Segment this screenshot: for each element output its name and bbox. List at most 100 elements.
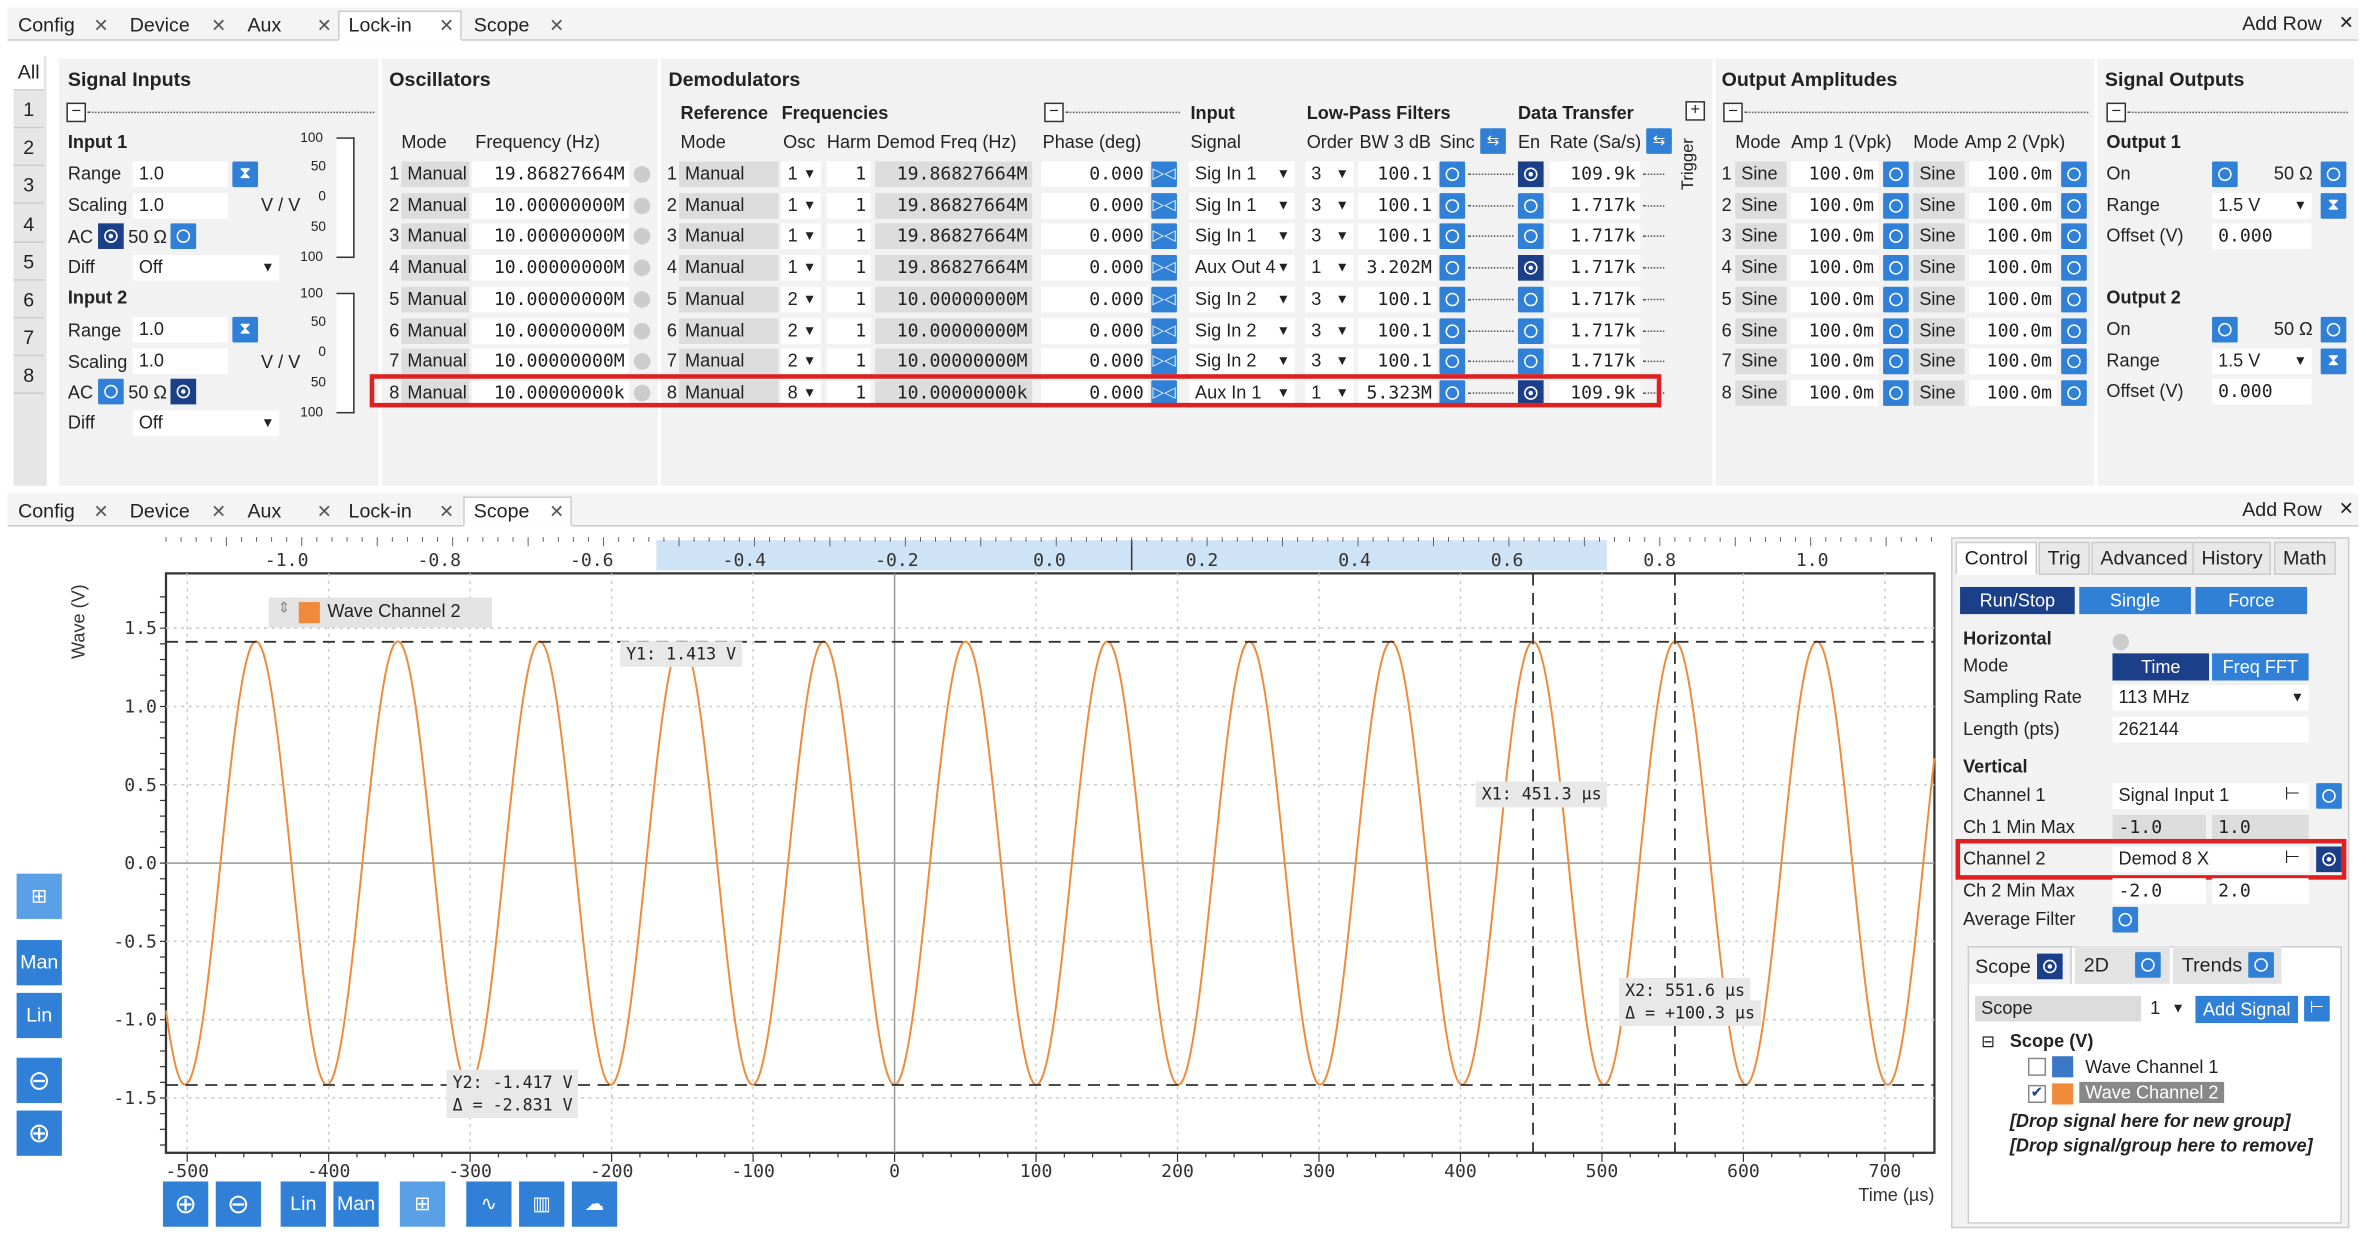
demod-osc-select[interactable]: 2 ▼	[781, 348, 821, 375]
tab-config[interactable]: Config ✕	[8, 496, 117, 526]
phase-zero-icon[interactable]: ▷◁	[1151, 255, 1177, 281]
subtab-2d[interactable]: 2D	[2074, 946, 2170, 984]
ch1-min-field[interactable]: -1.0	[2112, 814, 2207, 841]
osc-frequency-field[interactable]: 10.00000000M	[472, 317, 630, 344]
close-icon[interactable]: ✕	[316, 500, 332, 523]
demod-bw-field[interactable]: 100.1	[1358, 348, 1437, 375]
amp2-enable-toggle[interactable]	[2061, 286, 2087, 313]
tab-device[interactable]: Device ✕	[119, 11, 234, 41]
demod-phase-field[interactable]: 0.000	[1041, 255, 1149, 281]
auto-range-icon[interactable]: ⧗	[232, 316, 259, 343]
osc-mode-field[interactable]: Manual	[401, 223, 470, 250]
demod-rate-field[interactable]: 1.717k	[1549, 317, 1641, 344]
expand-icon[interactable]: +	[1685, 101, 1706, 121]
cursor-y2-label[interactable]: Y2: -1.417 V	[446, 1069, 579, 1096]
sinc-toggle[interactable]	[1439, 348, 1466, 375]
amp2-field[interactable]: 100.0m	[1969, 286, 2057, 313]
close-icon[interactable]: ✕	[438, 500, 455, 523]
demod-rate-field[interactable]: 1.717k	[1549, 286, 1641, 313]
side-tab-3[interactable]: 3	[13, 167, 44, 204]
cursor-tool-icon[interactable]: ⊞	[16, 873, 62, 919]
demod-harm-field[interactable]: 1	[826, 192, 871, 219]
linear-scale-button[interactable]: Lin	[280, 1181, 326, 1227]
osc-frequency-field[interactable]: 19.86827664M	[472, 161, 630, 188]
phase-zero-icon[interactable]: ▷◁	[1151, 380, 1177, 406]
demod-mode-select[interactable]: Manual	[679, 161, 779, 188]
tree-item-wave1[interactable]: Wave Channel 1	[2085, 1056, 2219, 1078]
demod-osc-select[interactable]: 2 ▼	[781, 317, 821, 344]
close-icon[interactable]: ✕	[2338, 12, 2354, 34]
collapse-icon[interactable]: −	[1044, 102, 1064, 123]
single-button[interactable]: Single	[2079, 586, 2191, 615]
input2-scaling-field[interactable]: 1.0	[132, 348, 228, 375]
tree-item-wave2[interactable]: Wave Channel 2	[2079, 1081, 2225, 1104]
demod-rate-field[interactable]: 109.9k	[1549, 380, 1641, 406]
tab-lock-in[interactable]: Lock-in ✕	[338, 496, 462, 526]
enable-toggle[interactable]	[1517, 380, 1544, 406]
auto-range-icon[interactable]: ⧗	[2320, 348, 2347, 375]
side-tab-6[interactable]: 6	[13, 282, 44, 319]
osc-frequency-field[interactable]: 10.00000000M	[472, 255, 630, 281]
side-tab-4[interactable]: 4	[13, 206, 44, 243]
demod-phase-field[interactable]: 0.000	[1041, 380, 1149, 406]
side-tab-5[interactable]: 5	[13, 244, 44, 281]
osc-mode-field[interactable]: Manual	[401, 348, 470, 375]
force-button[interactable]: Force	[2195, 586, 2308, 615]
checkbox-wave2[interactable]: ✔	[2027, 1084, 2047, 1104]
amp1-enable-toggle[interactable]	[1883, 317, 1909, 344]
demod-osc-select[interactable]: 1 ▼	[781, 192, 821, 219]
osc-mode-field[interactable]: Manual	[401, 380, 470, 406]
amp2-enable-toggle[interactable]	[2061, 192, 2087, 219]
demod-osc-select[interactable]: 1 ▼	[781, 161, 821, 188]
amp2-field[interactable]: 100.0m	[1969, 317, 2057, 344]
channel1-enable-toggle[interactable]	[2316, 783, 2342, 809]
osc-mode-field[interactable]: Manual	[401, 286, 470, 313]
tab-trig[interactable]: Trig	[2038, 541, 2090, 575]
input2-50ohm-toggle[interactable]	[170, 378, 197, 405]
sinc-toggle[interactable]	[1439, 317, 1466, 344]
phase-zero-icon[interactable]: ▷◁	[1151, 286, 1177, 313]
demod-signal-select[interactable]: Sig In 2 ▼	[1189, 286, 1295, 313]
amp1-enable-toggle[interactable]	[1883, 223, 1909, 250]
input1-50ohm-toggle[interactable]	[170, 223, 197, 249]
side-tab-2[interactable]: 2	[13, 129, 44, 166]
sampling-rate-select[interactable]: 113 MHz ▼	[2112, 685, 2309, 711]
close-icon[interactable]: ✕	[549, 500, 565, 523]
output1-on-toggle[interactable]	[2212, 161, 2238, 188]
output2-50ohm-toggle[interactable]	[2320, 316, 2347, 343]
phase-zero-icon[interactable]: ▷◁	[1151, 317, 1177, 344]
tab-scope[interactable]: Scope ✕	[463, 11, 572, 41]
demod-signal-select[interactable]: Sig In 1 ▼	[1189, 223, 1295, 250]
channel1-field[interactable]: Signal Input 1	[2112, 783, 2309, 809]
manual-scale-button[interactable]: Man	[333, 1181, 379, 1227]
amp1-field[interactable]: 100.0m	[1791, 192, 1879, 219]
drag-handle-icon[interactable]: ⇕	[277, 600, 291, 618]
add-row-button[interactable]: Add Row	[2242, 12, 2322, 35]
amp2-enable-toggle[interactable]	[2061, 317, 2087, 344]
cursor-x2-label[interactable]: X2: 551.6 µs	[1619, 977, 1752, 1004]
demod-harm-field[interactable]: 1	[826, 348, 871, 375]
enable-toggle[interactable]	[1517, 255, 1544, 281]
subtab-trends[interactable]: Trends	[2172, 946, 2282, 984]
demod-osc-select[interactable]: 1 ▼	[781, 223, 821, 250]
tab-control[interactable]: Control	[1955, 541, 2037, 575]
demod-rate-field[interactable]: 1.717k	[1549, 223, 1641, 250]
demod-order-select[interactable]: 3 ▼	[1305, 192, 1354, 219]
manual-scale-button[interactable]: Man	[16, 940, 62, 986]
osc-mode-field[interactable]: Manual	[401, 317, 470, 344]
sinc-toggle[interactable]	[1439, 286, 1466, 313]
amp2-mode-field[interactable]: Sine	[1913, 380, 1965, 406]
demod-mode-select[interactable]: Manual	[679, 223, 779, 250]
demod-signal-select[interactable]: Sig In 2 ▼	[1189, 317, 1295, 344]
osc-frequency-field[interactable]: 10.00000000M	[472, 348, 630, 375]
osc-mode-field[interactable]: Manual	[401, 161, 470, 188]
mode-time-button[interactable]: Time	[2112, 653, 2210, 681]
length-field[interactable]: 262144	[2112, 716, 2309, 743]
demod-rate-field[interactable]: 1.717k	[1549, 348, 1641, 375]
osc-frequency-field[interactable]: 10.00000000M	[472, 286, 630, 313]
tab-aux[interactable]: Aux ✕	[237, 11, 340, 41]
tab-scope[interactable]: Scope ✕	[463, 496, 572, 527]
amp1-field[interactable]: 100.0m	[1791, 317, 1879, 344]
amp1-mode-field[interactable]: Sine	[1735, 255, 1787, 281]
amp1-field[interactable]: 100.0m	[1791, 380, 1879, 406]
